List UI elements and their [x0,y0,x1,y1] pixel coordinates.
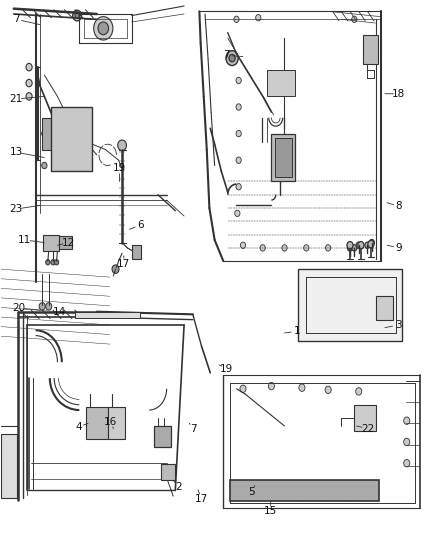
Circle shape [236,77,241,84]
Bar [363,35,378,64]
Circle shape [325,386,331,393]
Circle shape [234,16,239,22]
Circle shape [268,382,275,390]
Circle shape [112,265,119,273]
Bar [43,235,59,251]
Circle shape [299,384,305,391]
Bar [132,245,141,259]
Circle shape [54,260,59,265]
Text: 11: 11 [18,235,32,245]
Bar [267,70,295,96]
Text: 12: 12 [62,238,75,247]
Bar [51,107,92,171]
Circle shape [356,242,361,248]
Circle shape [260,245,265,251]
Bar [297,269,402,341]
Text: 21: 21 [9,94,23,104]
Circle shape [347,245,353,251]
Text: 17: 17 [195,494,208,504]
Text: 14: 14 [53,306,66,317]
Circle shape [240,242,246,248]
Text: 3: 3 [395,320,401,330]
Circle shape [26,93,32,100]
Circle shape [256,14,261,21]
Circle shape [51,260,55,265]
Circle shape [236,131,241,137]
Bar [75,312,141,318]
Circle shape [118,140,127,151]
Text: 16: 16 [104,417,117,427]
Bar [1,434,17,498]
Text: 8: 8 [396,201,402,212]
Text: 5: 5 [248,488,255,497]
Bar [42,118,53,150]
Circle shape [325,245,331,251]
Bar [230,480,379,502]
Bar [59,236,72,249]
Circle shape [347,241,353,249]
Circle shape [236,183,241,190]
Text: 9: 9 [396,243,402,253]
Circle shape [39,303,45,310]
Bar [376,296,393,320]
Bar [108,407,125,439]
Bar [153,426,171,447]
Bar [354,405,376,431]
Bar [161,464,175,480]
Circle shape [358,241,364,249]
Circle shape [352,245,357,251]
Circle shape [98,22,109,35]
Text: 4: 4 [75,422,82,432]
Text: 7: 7 [191,424,197,434]
Text: 19: 19 [220,364,233,374]
Circle shape [404,417,410,424]
Bar [275,138,292,177]
Circle shape [304,245,309,251]
Circle shape [46,303,52,310]
Circle shape [229,54,235,62]
Text: 13: 13 [9,147,23,157]
Circle shape [42,163,47,168]
Text: 17: 17 [117,259,131,269]
Circle shape [75,13,79,18]
Circle shape [347,245,353,251]
Text: 15: 15 [264,506,277,516]
Circle shape [73,10,81,21]
Circle shape [369,239,374,246]
Circle shape [26,79,32,87]
Circle shape [235,210,240,216]
Circle shape [365,242,370,248]
Bar [86,407,108,439]
Text: 19: 19 [113,163,126,173]
Text: 22: 22 [361,424,374,434]
Text: 20: 20 [12,303,25,313]
Circle shape [368,240,374,248]
Circle shape [226,51,238,66]
Circle shape [42,131,47,137]
Circle shape [240,385,246,392]
Circle shape [236,104,241,110]
Circle shape [26,63,32,71]
Text: 6: 6 [137,220,144,230]
Text: 23: 23 [9,204,23,214]
Text: 7: 7 [223,51,230,60]
Circle shape [282,245,287,251]
Circle shape [404,438,410,446]
Text: 1: 1 [293,326,300,336]
Text: 7: 7 [13,14,19,25]
Circle shape [404,459,410,467]
Circle shape [65,138,72,146]
Circle shape [94,17,113,40]
Bar [272,134,295,181]
Circle shape [352,16,357,22]
Circle shape [60,132,76,151]
Circle shape [265,483,278,498]
Circle shape [46,260,50,265]
Circle shape [311,320,319,330]
Text: 2: 2 [176,482,182,492]
Circle shape [236,157,241,164]
Circle shape [356,387,362,395]
Text: 18: 18 [392,88,406,99]
